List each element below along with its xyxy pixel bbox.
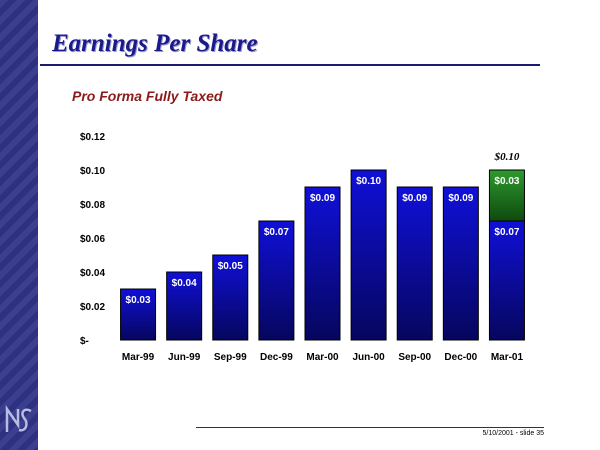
bar-value-label: $0.07 (264, 227, 289, 238)
bar-value-labels: $0.03 $0.04 $0.05 $0.07 $0.09 $0.10 $0.09 $0.09… (126, 176, 520, 306)
x-tick-label: Dec-00 (444, 352, 477, 363)
slide-footer: 5/10/2001 - slide 35 (482, 430, 545, 437)
left-decorative-band (0, 0, 38, 450)
bar (166, 271, 203, 341)
bars (120, 169, 525, 341)
bar-value-label: $0.09 (310, 193, 335, 204)
chart-subtitle: Pro Forma Fully Taxed (72, 88, 223, 104)
total-labels: $0.10 (494, 151, 520, 163)
bar (258, 220, 295, 341)
x-tick-label: Jun-99 (168, 352, 201, 363)
y-tick-label: $- (80, 336, 89, 347)
y-tick-label: $0.08 (80, 200, 105, 211)
x-tick-label: Sep-00 (398, 352, 431, 363)
y-tick-label: $0.02 (80, 302, 105, 313)
bar (442, 186, 479, 341)
bar (212, 254, 249, 341)
x-tick-label: Dec-99 (260, 352, 293, 363)
bar (396, 186, 433, 341)
footer-divider (196, 427, 544, 428)
x-tick-label: Mar-01 (491, 352, 524, 363)
bar-value-label: $0.03 (126, 295, 151, 306)
bar (120, 288, 157, 341)
x-axis-labels: Mar-99 Jun-99 Sep-99 Dec-99 Mar-00 Jun-00 Sep-… (122, 352, 524, 363)
bar (488, 169, 525, 222)
slide-title: Earnings Per Share (52, 30, 258, 57)
bar-value-label: $0.03 (494, 176, 519, 187)
y-tick-label: $0.12 (80, 132, 105, 143)
x-tick-label: Mar-00 (306, 352, 339, 363)
bar-value-label: $0.09 (402, 193, 427, 204)
title-divider (40, 64, 540, 66)
bar (304, 186, 341, 341)
y-tick-label: $0.06 (80, 234, 105, 245)
bar-value-label: $0.09 (448, 193, 473, 204)
total-label: $0.10 (494, 151, 520, 163)
x-tick-label: Mar-99 (122, 352, 155, 363)
x-tick-label: Jun-00 (352, 352, 385, 363)
bar-value-label: $0.07 (494, 227, 519, 238)
y-tick-label: $0.04 (80, 268, 105, 279)
x-tick-label: Sep-99 (214, 352, 247, 363)
y-tick-label: $0.10 (80, 166, 105, 177)
company-logo (5, 405, 32, 432)
bar (350, 169, 387, 341)
bar-value-label: $0.04 (172, 278, 197, 289)
bar-value-label: $0.05 (218, 261, 243, 272)
bar (488, 220, 525, 341)
y-axis-labels: $- $0.02 $0.04 $0.06 $0.08 $0.10 $0.12 (80, 132, 105, 347)
bar-value-label: $0.10 (356, 176, 381, 187)
